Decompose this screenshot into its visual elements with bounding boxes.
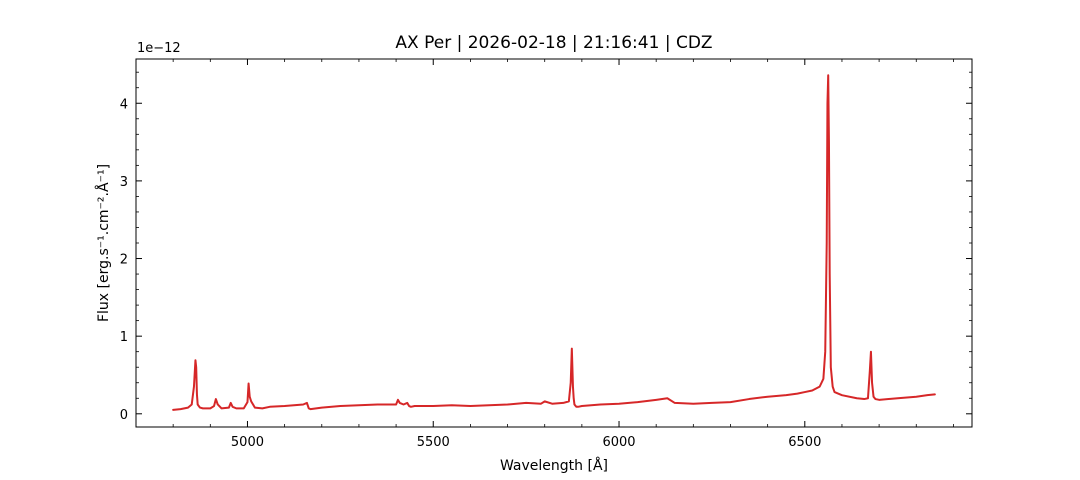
x-tick-label: 6000 bbox=[602, 435, 635, 450]
y-tick-label: 0 bbox=[120, 408, 128, 423]
x-tick-label: 5500 bbox=[417, 435, 450, 450]
y-offset-label: 1e−12 bbox=[137, 41, 181, 56]
x-axis-label: Wavelength [Å] bbox=[500, 457, 608, 474]
chart-title: AX Per | 2026-02-18 | 21:16:41 | CDZ bbox=[395, 33, 712, 53]
y-axis-ticks: 0 1 2 3 4 bbox=[120, 71, 972, 423]
plot-frame bbox=[135, 58, 973, 428]
x-axis-ticks: 5000 5500 6000 6500 bbox=[135, 59, 954, 450]
y-tick-label: 4 bbox=[120, 97, 128, 112]
x-tick-label: 6500 bbox=[788, 435, 821, 450]
spectrum-series-line bbox=[172, 74, 936, 411]
y-tick-label: 3 bbox=[120, 175, 128, 190]
y-tick-label: 1 bbox=[120, 330, 128, 345]
y-tick-label: 2 bbox=[120, 253, 128, 268]
x-tick-label: 5000 bbox=[231, 435, 264, 450]
y-axis-label: Flux [erg.s⁻¹.cm⁻².Å⁻¹] bbox=[95, 164, 112, 322]
